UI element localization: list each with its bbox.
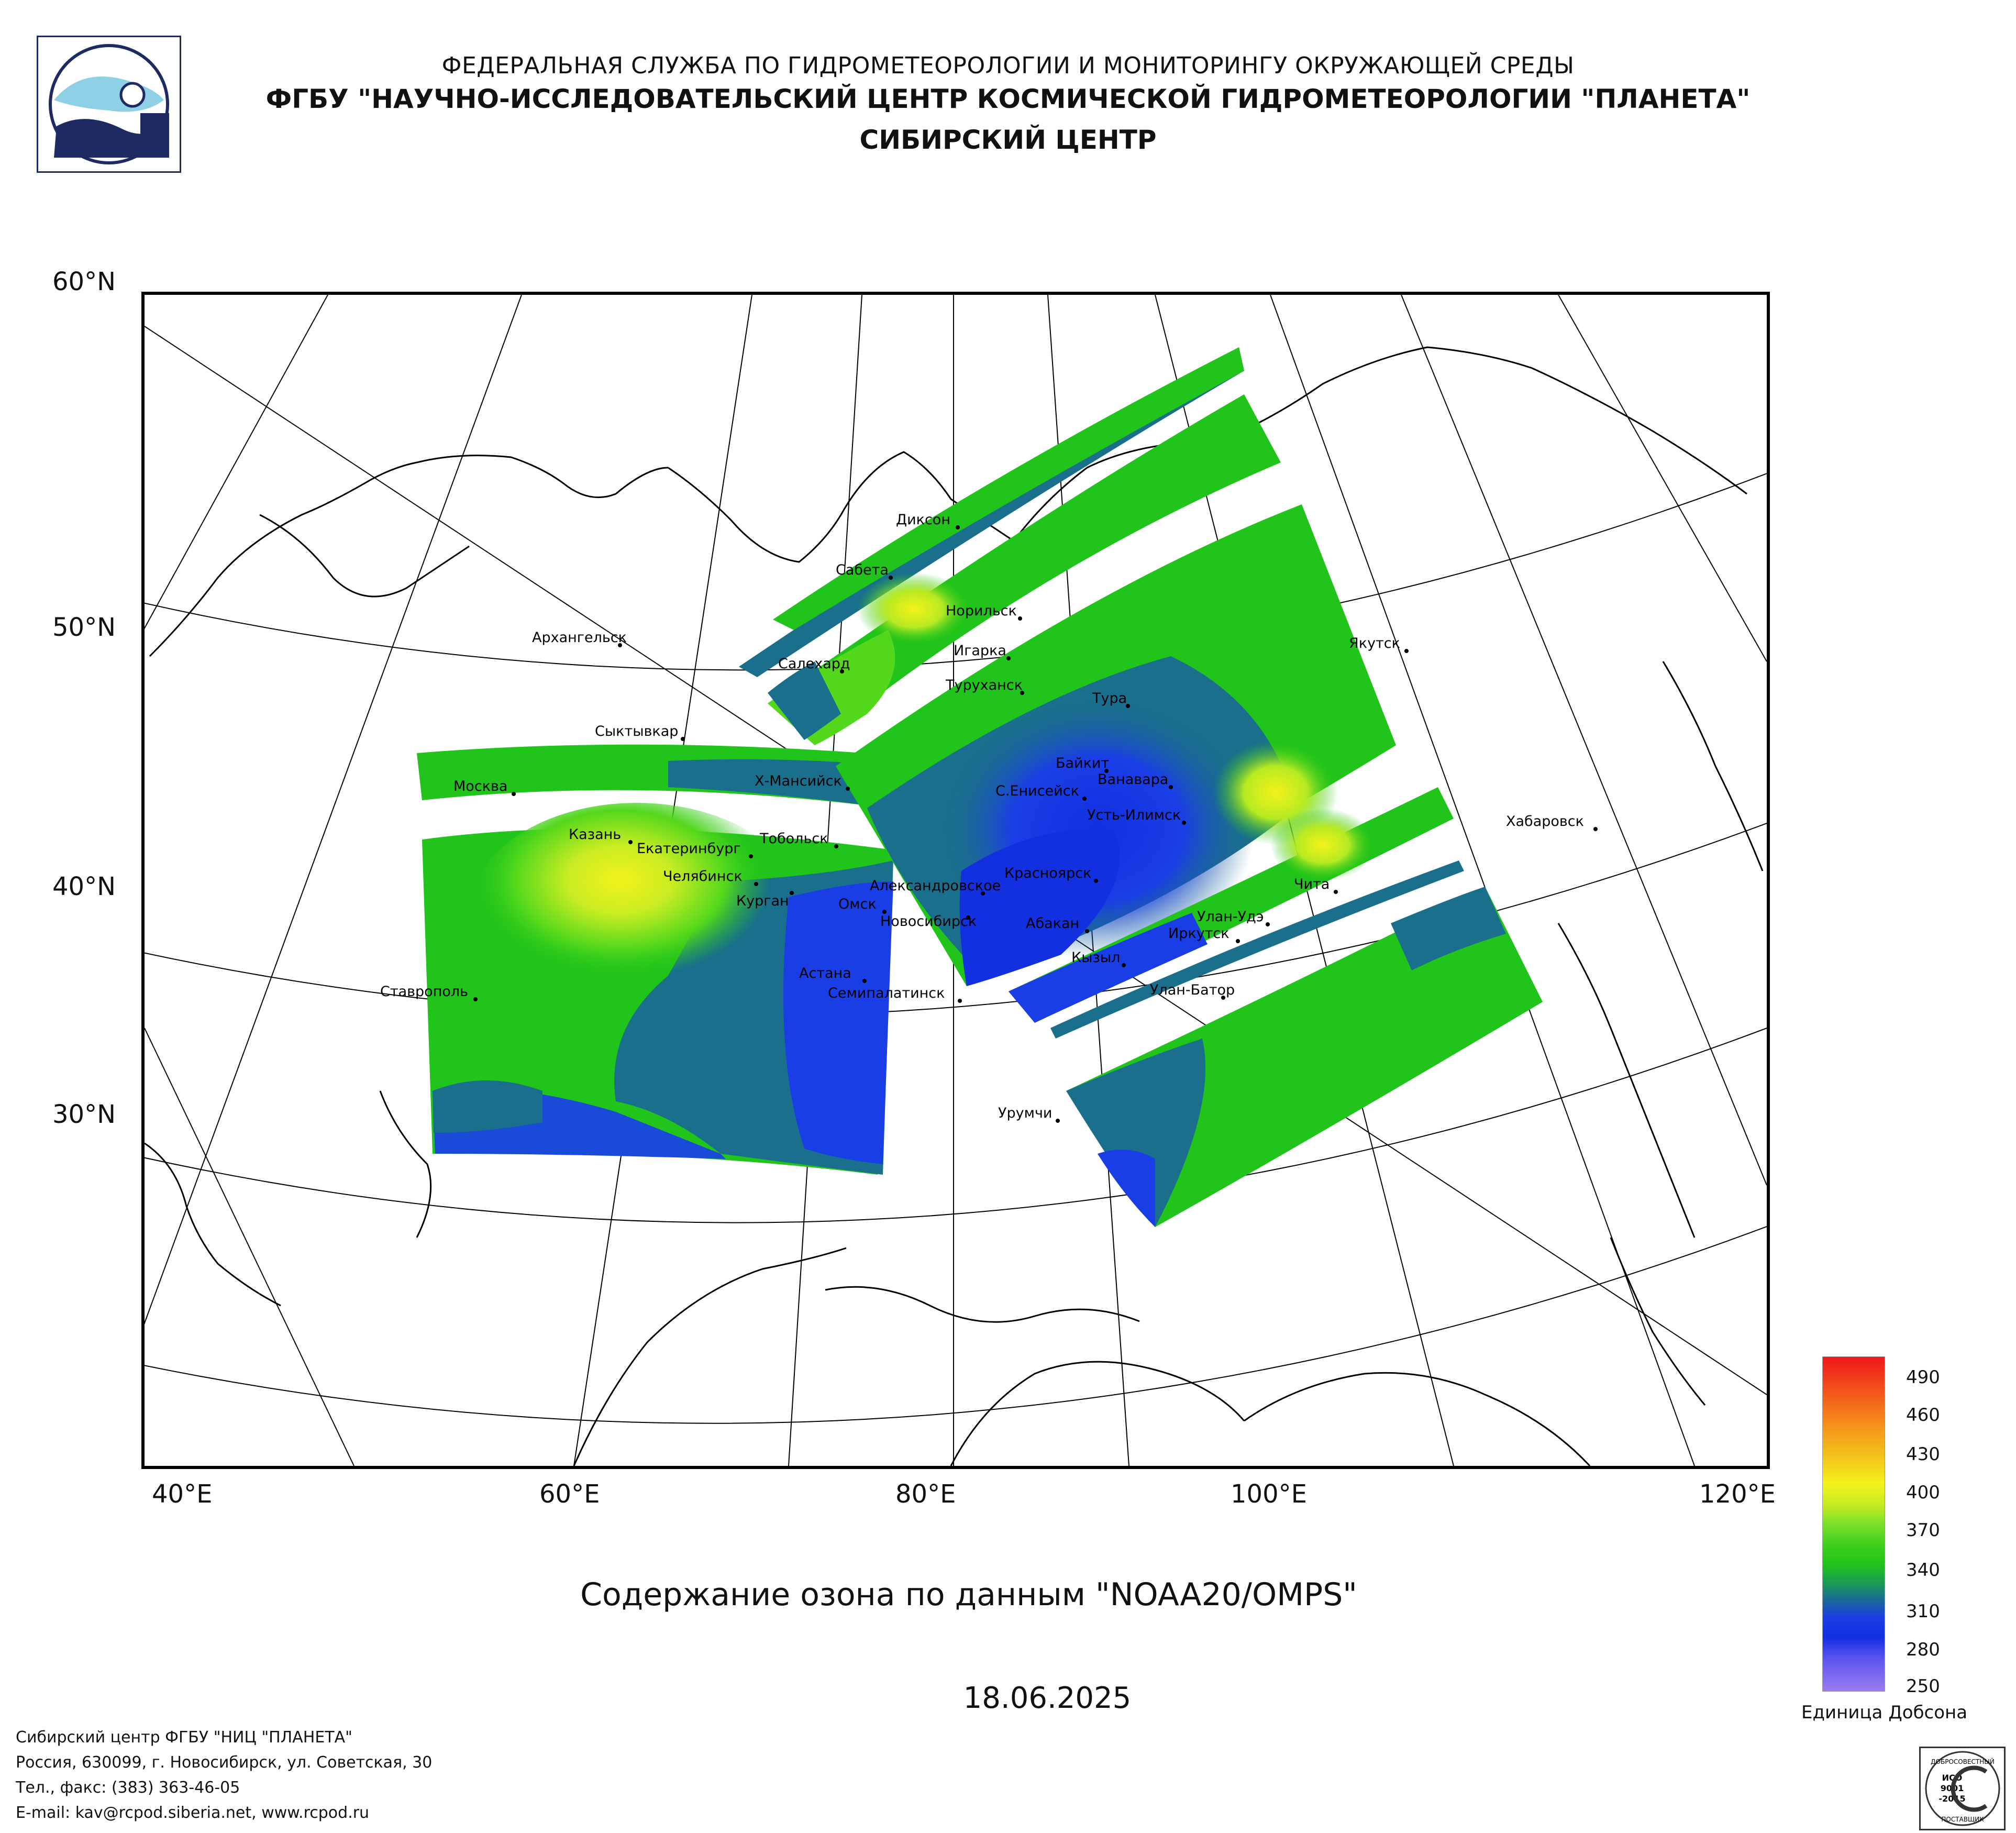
lon-label-60: 60°E: [539, 1479, 600, 1509]
city-label: Тура: [1092, 690, 1127, 706]
city-label: Екатеринбург: [637, 841, 741, 857]
footer-org: Сибирский центр ФГБУ "НИЦ "ПЛАНЕТА": [16, 1728, 352, 1747]
footer-address: Россия, 630099, г. Новосибирск, ул. Сове…: [16, 1753, 433, 1772]
city-label: Кызыл: [1071, 949, 1120, 966]
city-label: Астана: [799, 965, 851, 981]
colorbar-tick: 250: [1906, 1676, 1940, 1697]
colorbar-tick: 400: [1906, 1482, 1940, 1503]
city-label: Салехард: [778, 656, 850, 672]
city-label: Х-Мансийск: [755, 773, 842, 789]
city-label: Казань: [569, 826, 621, 843]
colorbar-units: Единица Добсона: [1801, 1702, 1968, 1723]
institute-name: ФГБУ "НАУЧНО-ИССЛЕДОВАТЕЛЬСКИЙ ЦЕНТР КОС…: [265, 84, 1751, 114]
city-label: Сыктывкар: [595, 723, 678, 739]
city-label: Диксон: [896, 512, 950, 528]
city-label: Челябинск: [663, 868, 743, 885]
city-label: Якутск: [1349, 635, 1400, 652]
lat-label-50: 50°N: [52, 613, 116, 642]
colorbar: [1822, 1356, 1885, 1692]
city-label: Москва: [453, 778, 507, 794]
city-label: Ставрополь: [380, 984, 468, 1000]
center-name: СИБИРСКИЙ ЦЕНТР: [859, 125, 1157, 155]
city-label: Новосибирск: [880, 913, 977, 930]
map-title: Содержание озона по данным "NOAA20/OMPS": [580, 1576, 1357, 1613]
ozone-map-canvas: Диксон Сабета Норильск Игарка Салехард Т…: [145, 295, 1767, 1466]
svg-text:ДОБРОСОВЕСТНЫЙ: ДОБРОСОВЕСТНЫЙ: [1931, 1758, 1995, 1765]
organization-logo: [37, 36, 181, 173]
colorbar-tick: 460: [1906, 1405, 1940, 1426]
city-label: Улан-Батор: [1150, 982, 1235, 998]
city-label: С.Енисейск: [995, 783, 1079, 799]
city-label: Улан-Удэ: [1197, 909, 1264, 925]
city-label: Курган: [736, 893, 789, 909]
footer-email: E-mail: kav@rcpod.siberia.net, www.rcpod…: [16, 1804, 370, 1822]
lon-label-40: 40°E: [152, 1479, 213, 1509]
city-label: Красноярск: [1004, 865, 1091, 881]
city-label: Туруханск: [945, 677, 1023, 693]
colorbar-tick: 280: [1906, 1639, 1940, 1660]
ozone-swaths: [417, 347, 1543, 1227]
city-label: Семипалатинск: [828, 985, 945, 1001]
city-label: Абакан: [1026, 915, 1079, 932]
graticule: [145, 295, 1767, 1466]
footer-phone: Тел., факс: (383) 363-46-05: [16, 1779, 240, 1797]
city-label: Байкит: [1056, 755, 1109, 771]
colorbar-tick: 430: [1906, 1444, 1940, 1465]
city-label: Иркутск: [1168, 925, 1229, 942]
iso-certification-badge-icon: ДОБРОСОВЕСТНЫЙ ИСО 9001 -2015 ПОСТАВЩИК: [1919, 1747, 2006, 1830]
city-label: Игарка: [954, 643, 1006, 659]
city-label: Тобольск: [759, 831, 828, 847]
ozone-map[interactable]: Диксон Сабета Норильск Игарка Салехард Т…: [141, 292, 1770, 1469]
city-markers: Диксон Сабета Норильск Игарка Салехард Т…: [380, 512, 1598, 1123]
city-label: Чита: [1294, 876, 1330, 892]
colorbar-tick: 310: [1906, 1601, 1940, 1622]
city-label: Хабаровск: [1506, 813, 1584, 830]
lat-label-60: 60°N: [52, 267, 116, 296]
agency-name: ФЕДЕРАЛЬНАЯ СЛУЖБА ПО ГИДРОМЕТЕОРОЛОГИИ …: [441, 52, 1575, 79]
lat-label-40: 40°N: [52, 872, 116, 901]
colorbar-tick: 490: [1906, 1367, 1940, 1388]
city-label: Архангельск: [532, 630, 627, 646]
lat-label-30: 30°N: [52, 1100, 116, 1129]
city-label: Александровское: [870, 878, 1001, 894]
city-label: Сабета: [836, 562, 889, 578]
colorbar-tick: 370: [1906, 1520, 1940, 1541]
city-label: Усть-Илимск: [1087, 807, 1181, 823]
city-label: Урумчи: [998, 1105, 1052, 1121]
svg-text:ПОСТАВЩИК: ПОСТАВЩИК: [1941, 1816, 1984, 1823]
coastlines: [145, 346, 1764, 1466]
city-label: Омск: [838, 896, 877, 912]
city-label: Норильск: [946, 603, 1017, 619]
colorbar-tick: 340: [1906, 1560, 1940, 1581]
lon-label-80: 80°E: [895, 1479, 956, 1509]
map-date: 18.06.2025: [963, 1681, 1132, 1715]
planeta-logo-icon: [49, 44, 169, 164]
city-label: Ванавара: [1098, 771, 1168, 788]
lon-label-100: 100°E: [1231, 1479, 1307, 1509]
lon-label-120: 120°E: [1699, 1479, 1776, 1509]
